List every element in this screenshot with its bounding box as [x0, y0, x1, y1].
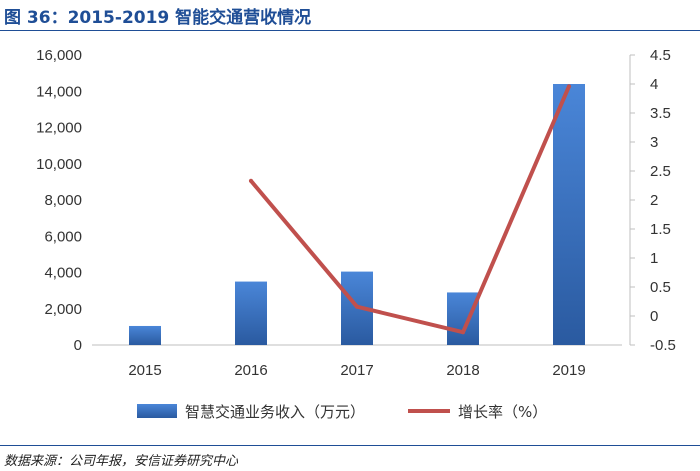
left-axis-tick-label: 16,000 [36, 47, 82, 64]
x-axis-tick-label: 2017 [340, 362, 373, 379]
right-axis-tick-label: 3.5 [650, 105, 671, 122]
right-axis-tick-label: 4.5 [650, 47, 671, 64]
x-axis-tick-label: 2019 [552, 362, 585, 379]
bar-2016 [235, 281, 267, 345]
legend-bar-label: 智慧交通业务收入（万元） [185, 403, 365, 421]
source-note: 数据来源：公司年报，安信证券研究中心 [4, 454, 239, 469]
left-axis-tick-label: 6,000 [44, 228, 82, 245]
x-axis-tick-label: 2018 [446, 362, 479, 379]
right-axis-tick-label: 2.5 [650, 163, 671, 180]
legend: 智慧交通业务收入（万元） 增长率（%） [137, 403, 547, 421]
left-axis-tick-label: 10,000 [36, 156, 82, 173]
chart-title: 图 36：2015-2019 智能交通营收情况 [4, 8, 312, 28]
source-divider [0, 445, 700, 446]
left-axis-tick-label: 4,000 [44, 265, 82, 282]
growth-rate-point [567, 84, 571, 89]
x-axis-tick-label: 2016 [234, 362, 267, 379]
right-axis-tick-label: 3 [650, 134, 658, 151]
growth-rate-point [249, 178, 253, 183]
right-axis-tick-label: 4 [650, 76, 658, 93]
left-axis-tick-label: 0 [74, 337, 82, 354]
left-axis-tick-label: 2,000 [44, 301, 82, 318]
bar-2019 [553, 84, 585, 345]
right-axis-tick-label: 0.5 [650, 279, 671, 296]
title-divider [0, 30, 700, 31]
growth-rate-point [461, 330, 465, 335]
right-axis-tick-label: 1.5 [650, 221, 671, 238]
bar-2018 [447, 292, 479, 345]
bar-2015 [129, 325, 161, 345]
left-axis: 0 2,000 4,000 6,000 8,000 10,000 12,000 14,000 1… [36, 47, 82, 354]
growth-rate-line [249, 84, 571, 335]
right-axis-tick-label: 2 [650, 192, 658, 209]
left-axis-tick-label: 8,000 [44, 192, 82, 209]
growth-rate-point [355, 304, 359, 309]
legend-bar-swatch [137, 404, 177, 418]
left-axis-tick-label: 14,000 [36, 83, 82, 100]
line-series [249, 84, 571, 335]
right-axis-tick-label: 0 [650, 308, 658, 325]
left-axis-tick-label: 12,000 [36, 120, 82, 137]
chart: 0 2,000 4,000 6,000 8,000 10,000 12,000 14,000 1… [36, 47, 676, 421]
x-axis: 2015 2016 2017 2018 2019 [92, 344, 622, 379]
legend-line-label: 增长率（%） [458, 403, 547, 421]
bar-series [129, 84, 585, 345]
x-axis-tick-label: 2015 [128, 362, 161, 379]
right-axis: -0.5 0 0.5 1 1.5 2 2.5 3 3.5 4 4.5 [629, 47, 676, 354]
right-axis-tick-label: 1 [650, 250, 658, 267]
right-axis-tick-label: -0.5 [650, 337, 676, 354]
